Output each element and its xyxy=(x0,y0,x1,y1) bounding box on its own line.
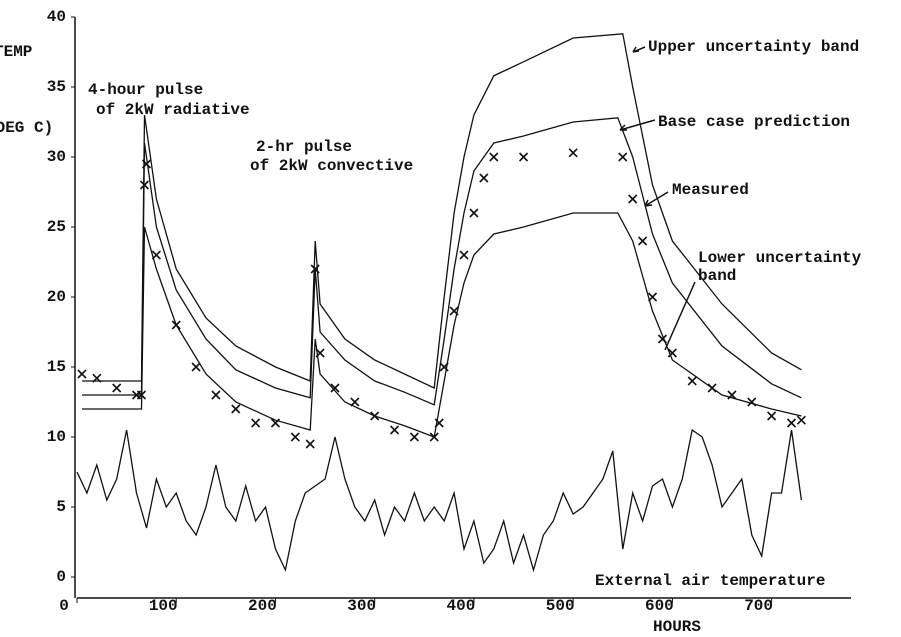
series-line xyxy=(76,428,803,573)
data-point xyxy=(171,320,181,330)
data-point xyxy=(136,390,147,400)
x-tick-label: 0 xyxy=(59,597,69,615)
series-line xyxy=(82,33,802,389)
data-point xyxy=(786,418,797,428)
data-point xyxy=(687,376,697,386)
data-point xyxy=(231,404,241,414)
y-tick-label: 20 xyxy=(47,288,66,306)
data-point xyxy=(727,390,737,400)
data-point xyxy=(330,383,340,393)
x-tick-label: 200 xyxy=(248,597,277,615)
data-point xyxy=(112,383,122,393)
y-tick-label: 30 xyxy=(47,148,66,166)
data-point xyxy=(667,348,677,358)
annotation: of 2kW radiative xyxy=(96,101,250,119)
data-point xyxy=(139,180,150,190)
data-point xyxy=(151,250,161,260)
data-point xyxy=(305,439,315,449)
data-point xyxy=(409,432,419,442)
annotation: Base case prediction xyxy=(658,113,850,131)
x-tick-label: 700 xyxy=(744,597,773,615)
annotation: External air temperature xyxy=(595,572,825,590)
y-tick-label: 35 xyxy=(47,78,66,96)
data-point xyxy=(141,159,152,169)
data-point xyxy=(518,152,529,162)
data-point xyxy=(638,236,648,246)
data-point xyxy=(434,418,444,428)
annotation: Upper uncertainty band xyxy=(648,38,859,56)
data-point xyxy=(77,369,87,379)
data-point xyxy=(767,411,777,421)
data-point xyxy=(439,362,449,372)
annotation: of 2kW convective xyxy=(250,157,413,175)
data-point xyxy=(429,432,439,442)
data-point xyxy=(191,362,201,372)
annotation-arrows xyxy=(619,46,696,351)
x-tick-label: 300 xyxy=(347,597,376,615)
x-tick-label: 500 xyxy=(546,597,575,615)
data-point xyxy=(657,334,668,344)
data-point xyxy=(479,173,489,183)
data-point xyxy=(707,383,717,393)
data-point xyxy=(568,148,578,158)
data-point xyxy=(618,152,628,162)
data-point xyxy=(647,292,658,302)
x-axis-label: HOURS xyxy=(653,618,701,636)
data-point xyxy=(370,411,380,421)
y-tick-label: 15 xyxy=(47,358,66,376)
data-point xyxy=(310,264,320,274)
data-point xyxy=(389,425,400,435)
data-point xyxy=(747,397,757,407)
y-tick-label: 0 xyxy=(56,568,66,586)
data-point xyxy=(290,432,300,442)
y-tick-label: 25 xyxy=(47,218,66,236)
data-point xyxy=(796,415,806,425)
data-point xyxy=(92,373,102,383)
data-point xyxy=(315,348,325,358)
data-point xyxy=(449,306,459,316)
annotation: 2-hr pulse xyxy=(256,138,352,156)
data-point xyxy=(628,194,638,204)
y-tick-label: 5 xyxy=(56,498,66,516)
data-point xyxy=(211,390,221,400)
y-tick-label: 10 xyxy=(47,428,66,446)
data-point xyxy=(469,208,479,218)
annotation: Measured xyxy=(672,181,749,199)
x-tick-label: 600 xyxy=(645,597,674,615)
y-tick-label: 40 xyxy=(47,8,66,26)
annotation: Lower uncertainty xyxy=(698,249,862,267)
data-point xyxy=(459,250,469,260)
data-point xyxy=(489,152,499,162)
data-point xyxy=(251,418,261,428)
series-line xyxy=(82,117,802,406)
data-point xyxy=(350,397,360,407)
y-axis-label: (DEG C) xyxy=(0,119,53,137)
data-point xyxy=(270,418,281,428)
y-axis-label: TEMP xyxy=(0,43,32,61)
annotation: band xyxy=(698,267,736,285)
x-tick-label: 400 xyxy=(447,597,476,615)
annotation: 4-hour pulse xyxy=(88,81,203,99)
x-tick-label: 100 xyxy=(149,597,178,615)
